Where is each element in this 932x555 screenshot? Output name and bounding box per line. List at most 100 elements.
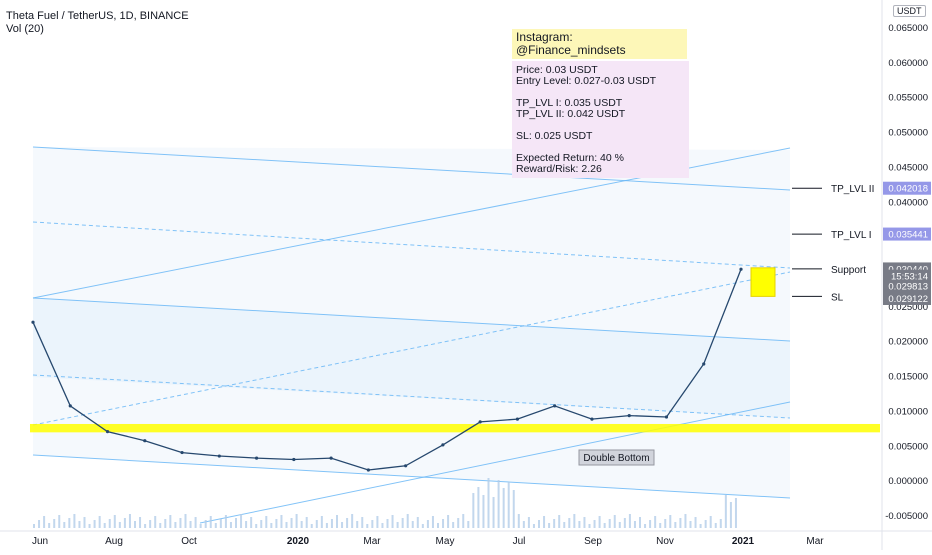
inner-channel-fill — [33, 298, 790, 418]
price-point[interactable] — [478, 420, 482, 424]
price-tick-label: 0.025000 — [888, 302, 928, 313]
price-point[interactable] — [31, 320, 35, 324]
volume-bar — [305, 517, 308, 528]
tp1-label: TP_LVL I — [831, 230, 872, 241]
price-point[interactable] — [143, 439, 147, 443]
dashed-upper-line[interactable] — [32, 221, 791, 269]
price-badge-label: 0.035441 — [888, 230, 928, 241]
volume-bar — [351, 514, 354, 528]
dashed-lower-line[interactable] — [32, 374, 791, 419]
volume-bar — [704, 520, 707, 528]
volume-bar — [336, 515, 338, 528]
double-bottom-box[interactable] — [578, 449, 655, 466]
volume-bar — [654, 516, 657, 528]
volume-bar — [452, 522, 455, 528]
lower-rising-line[interactable] — [199, 401, 791, 524]
price-point[interactable] — [329, 456, 333, 460]
time-tick-label: Jul — [513, 536, 526, 547]
volume-bar — [73, 514, 76, 528]
volume-bar — [219, 519, 222, 528]
volume-bar — [608, 519, 611, 528]
volume-bar — [194, 517, 197, 528]
channel-top-line[interactable] — [32, 146, 791, 191]
price-point[interactable] — [68, 404, 72, 408]
volume-bar — [300, 521, 303, 528]
volume-bar — [118, 522, 121, 528]
price-point[interactable] — [627, 414, 631, 418]
volume-bar — [633, 521, 636, 528]
time-tick-label: Mar — [363, 536, 381, 547]
volume-bar — [618, 522, 621, 528]
channel-bottom-line[interactable] — [32, 454, 791, 499]
volume-bar — [573, 514, 576, 528]
volume-bar — [522, 521, 525, 528]
support-zone-band[interactable] — [30, 423, 880, 433]
price-text: Price: 0.03 USDT — [516, 64, 598, 76]
price-badge-label: 0.029813 — [888, 281, 928, 292]
info-title-box: Instagram: @Finance_mindsets — [512, 29, 687, 59]
volume-bar — [406, 514, 409, 528]
price-point[interactable] — [515, 417, 520, 421]
price-point[interactable] — [180, 450, 184, 455]
volume-bar — [356, 521, 359, 528]
price-point[interactable] — [366, 468, 370, 472]
price-point[interactable] — [553, 404, 557, 408]
volume-bar — [275, 519, 278, 528]
volume-bar — [588, 524, 591, 528]
price-series-line[interactable] — [32, 268, 742, 471]
time-tick-label: Sep — [584, 536, 602, 547]
channel-mid-line[interactable] — [32, 297, 791, 342]
volume-bar — [159, 523, 162, 528]
price-point[interactable] — [217, 454, 221, 458]
price-point[interactable] — [702, 362, 706, 366]
price-badge[interactable] — [883, 279, 931, 293]
price-point[interactable] — [590, 417, 594, 421]
volume-bar — [290, 518, 293, 528]
volume-bar — [457, 518, 460, 528]
volume-bar — [426, 520, 429, 528]
time-tick-label: May — [436, 536, 455, 547]
price-badge[interactable] — [883, 181, 931, 195]
sl-label: SL — [831, 292, 844, 303]
time-tick-label: Aug — [105, 536, 123, 547]
volume-bar — [310, 524, 313, 528]
volume-bar — [78, 521, 81, 528]
volume-bar — [88, 524, 91, 528]
price-badge[interactable] — [883, 269, 931, 283]
price-point[interactable] — [739, 267, 743, 271]
volume-bar — [315, 520, 318, 528]
instagram-label: Instagram: — [516, 30, 573, 44]
volume-bar — [714, 523, 717, 528]
price-point[interactable] — [441, 443, 445, 447]
price-tick-label: 0.010000 — [888, 406, 928, 417]
volume-bar — [472, 493, 475, 528]
reward-risk-text: Reward/Risk: 2.26 — [516, 163, 602, 175]
price-point[interactable] — [664, 415, 669, 419]
volume-bar — [270, 523, 273, 528]
volume-bar — [482, 495, 485, 528]
price-badge[interactable] — [883, 227, 931, 241]
volume-bar — [538, 520, 540, 528]
volume-bar — [48, 523, 51, 528]
price-point[interactable] — [105, 430, 110, 434]
time-tick-label: Oct — [181, 536, 197, 547]
price-point[interactable] — [404, 464, 408, 468]
price-tick-label: 0.005000 — [888, 441, 928, 452]
entry-zone-box[interactable] — [750, 267, 776, 297]
volume-bar — [235, 518, 237, 528]
volume-bar — [346, 518, 349, 528]
dashed-rising-line[interactable] — [32, 271, 791, 426]
volume-bar — [679, 518, 682, 528]
volume-bar — [199, 524, 202, 528]
volume-bar — [512, 490, 515, 528]
price-point[interactable] — [292, 457, 296, 462]
volume-bar — [644, 524, 647, 528]
price-badge[interactable] — [883, 291, 931, 305]
volume-bar — [639, 517, 641, 528]
price-point[interactable] — [254, 456, 259, 460]
volume-bar — [209, 516, 212, 528]
price-unit-button[interactable]: USDT — [893, 5, 926, 17]
time-tick-label: Jun — [32, 536, 48, 547]
